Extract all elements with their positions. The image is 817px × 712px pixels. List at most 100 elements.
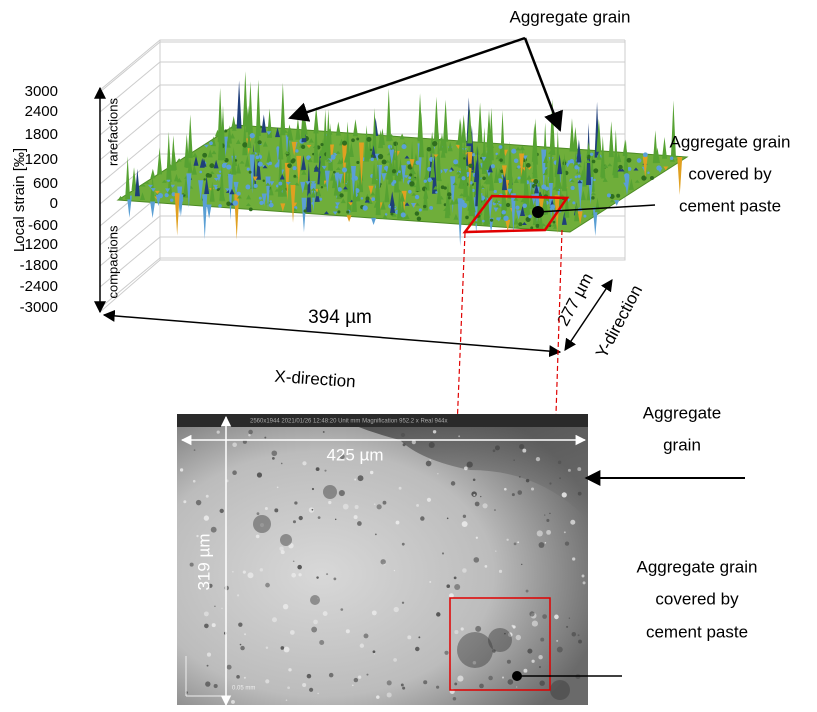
micro-speck: [357, 675, 362, 679]
micro-speck: [521, 563, 523, 566]
surface-spike: [302, 118, 308, 135]
micro-speck: [563, 531, 566, 534]
surface-spike: [218, 122, 224, 144]
micro-speck: [571, 632, 577, 637]
surface-spike: [481, 156, 487, 162]
surface-spike: [574, 201, 580, 222]
micro-speck: [546, 518, 550, 522]
y-tick-label: -1200: [20, 236, 58, 253]
surface-spike: [301, 155, 307, 170]
surface-speck: [351, 138, 355, 143]
micro-speck: [283, 646, 290, 653]
surface-spike: [170, 184, 176, 188]
surface-speck: [226, 164, 232, 170]
y-tick-label: -3000: [20, 299, 58, 316]
micro-speck: [507, 679, 514, 685]
surface-spike: [461, 135, 467, 176]
surface-spike: [590, 192, 596, 196]
surface-spike: [412, 177, 418, 181]
surface-spike: [447, 141, 453, 152]
surface-speck: [627, 166, 632, 171]
micro-speck: [376, 695, 380, 699]
surface-speck: [301, 144, 306, 150]
surface-speck: [255, 155, 260, 160]
surface-spike: [526, 174, 532, 180]
surface-spike: [150, 201, 156, 219]
surface-spike: [436, 132, 442, 181]
micro-speck: [473, 557, 480, 563]
micro-speck: [363, 633, 369, 639]
surface-spike: [199, 158, 205, 168]
surface-speck: [606, 193, 611, 198]
surface-spike: [341, 143, 347, 189]
surface-spike: [642, 156, 648, 178]
micro-speck: [382, 500, 387, 505]
surface-spike: [552, 225, 558, 229]
micro-speck: [243, 676, 246, 679]
surface-speck: [427, 166, 432, 172]
surface-spike: [488, 107, 494, 161]
micro-speck: [494, 509, 496, 511]
surface-spike: [336, 195, 342, 199]
micro-speck: [288, 543, 294, 549]
surface-spike: [677, 156, 683, 195]
micro-speck: [577, 634, 580, 637]
surface-spike: [542, 172, 548, 176]
x-size: 394 µm: [308, 307, 372, 328]
surface-spike: [296, 155, 302, 185]
micro-speck: [354, 505, 359, 510]
surface-spike: [592, 207, 598, 236]
micro-speck: [472, 478, 476, 482]
surface-speck: [341, 167, 348, 173]
surface-speck: [209, 163, 215, 169]
micro-blob: [253, 515, 271, 533]
micro-speck: [345, 629, 350, 634]
surface-spike: [522, 155, 528, 160]
surface-spike: [279, 174, 285, 180]
surface-spike: [249, 154, 255, 194]
micro-speck: [429, 459, 431, 461]
micro-speck: [446, 517, 449, 520]
surface-spike: [602, 177, 608, 182]
micro-speck: [214, 605, 216, 607]
micro-speck: [359, 643, 365, 648]
surface-spike: [561, 211, 567, 225]
surface-speck: [498, 145, 503, 149]
surface-spike: [555, 188, 561, 192]
surface-spike: [628, 178, 634, 190]
surface-speck: [593, 178, 596, 182]
surface-spike: [616, 152, 622, 163]
surface-spike: [187, 157, 193, 173]
surface-speck: [577, 174, 581, 178]
y-direction: Y-direction: [592, 282, 646, 361]
surface-spike: [358, 142, 364, 186]
surface-speck: [500, 169, 504, 174]
x-direction: X-direction: [274, 367, 356, 392]
surface-spike: [235, 139, 241, 145]
micro-speck: [280, 462, 283, 465]
surface-speck: [295, 149, 299, 153]
micro-speck: [519, 444, 525, 450]
surface-speck: [535, 223, 540, 228]
surface-spike: [533, 183, 539, 194]
strain-surface: [116, 71, 689, 247]
surface-spike: [449, 199, 455, 205]
surface-spike: [501, 165, 507, 179]
micro-speck: [450, 481, 456, 486]
micro-speck: [208, 583, 213, 588]
micro-speck: [454, 630, 459, 635]
surface-spike: [229, 188, 235, 195]
micro-blob: [310, 595, 320, 605]
surface-speck: [257, 140, 262, 145]
surface-spike: [231, 127, 237, 131]
micro-speck: [271, 450, 278, 457]
surface-spike: [515, 146, 521, 151]
surface-speck: [381, 159, 387, 165]
surface-spike: [375, 161, 381, 216]
micro-speck: [372, 650, 376, 654]
surface-spike: [415, 184, 421, 192]
micro-speck: [542, 614, 547, 619]
surface-spike: [495, 204, 501, 208]
surface-spike: [623, 139, 629, 174]
micro-speck: [516, 686, 518, 688]
